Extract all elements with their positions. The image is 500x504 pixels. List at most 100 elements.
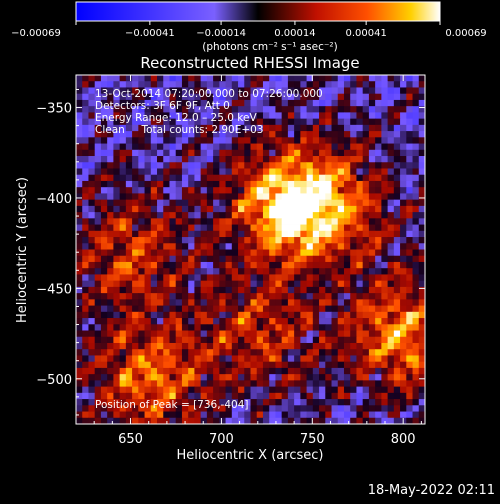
heatmap-pixel <box>169 224 177 232</box>
heatmap-pixel <box>231 230 239 238</box>
heatmap-pixel <box>312 199 320 207</box>
heatmap-pixel <box>238 411 245 419</box>
heatmap-pixel <box>393 417 401 424</box>
heatmap-pixel <box>107 99 114 107</box>
heatmap-pixel <box>107 374 114 381</box>
heatmap-pixel <box>219 355 226 363</box>
heatmap-pixel <box>100 87 108 95</box>
heatmap-pixel <box>400 330 407 338</box>
heatmap-pixel <box>119 299 127 306</box>
heatmap-pixel <box>194 212 202 219</box>
heatmap-pixel <box>88 311 96 319</box>
heatmap-pixel <box>287 124 295 132</box>
heatmap-pixel <box>325 131 332 138</box>
heatmap-pixel <box>368 224 376 232</box>
heatmap-pixel <box>319 392 326 400</box>
heatmap-pixel <box>206 243 214 250</box>
heatmap-pixel <box>381 243 389 250</box>
heatmap-pixel <box>262 87 270 95</box>
heatmap-pixel <box>132 106 139 113</box>
heatmap-pixel <box>163 286 170 294</box>
heatmap-pixel <box>275 318 283 325</box>
heatmap-pixel <box>287 237 295 244</box>
heatmap-pixel <box>337 124 345 132</box>
heatmap-pixel <box>225 230 233 238</box>
heatmap-pixel <box>113 162 121 169</box>
heatmap-pixel <box>200 349 208 356</box>
heatmap-pixel <box>312 187 320 194</box>
heatmap-pixel <box>262 180 270 188</box>
heatmap-pixel <box>412 174 420 182</box>
heatmap-pixel <box>362 143 370 151</box>
heatmap-pixel <box>262 118 270 126</box>
heatmap-pixel <box>231 205 239 213</box>
heatmap-pixel <box>375 268 382 275</box>
heatmap-pixel <box>88 212 96 219</box>
heatmap-pixel <box>412 149 420 157</box>
heatmap-pixel <box>319 118 326 126</box>
heatmap-pixel <box>393 261 401 269</box>
heatmap-pixel <box>281 243 289 250</box>
heatmap-pixel <box>213 118 220 126</box>
heatmap-pixel <box>200 330 208 338</box>
heatmap-pixel <box>144 131 152 138</box>
heatmap-pixel <box>163 280 170 288</box>
heatmap-pixel <box>219 149 226 157</box>
y-axis-ticks: −350−400−450−500 <box>36 88 425 416</box>
heatmap-pixel <box>381 99 389 107</box>
heatmap-pixel <box>88 156 96 163</box>
heatmap-pixel <box>231 99 239 107</box>
heatmap-pixel <box>181 112 189 120</box>
heatmap-pixel <box>200 87 208 95</box>
heatmap-pixel <box>144 355 152 363</box>
heatmap-pixel <box>194 268 202 275</box>
heatmap-pixel <box>150 305 158 313</box>
heatmap-pixel <box>381 405 389 412</box>
heatmap-pixel <box>238 143 245 151</box>
heatmap-pixel <box>262 361 270 369</box>
heatmap-pixel <box>281 237 289 244</box>
heatmap-pixel <box>294 318 301 325</box>
heatmap-pixel <box>94 367 102 375</box>
heatmap-pixel <box>238 342 245 350</box>
heatmap-pixel <box>312 342 320 350</box>
heatmap-pixel <box>100 324 108 331</box>
heatmap-pixel <box>125 87 133 95</box>
heatmap-pixel <box>194 93 202 101</box>
heatmap-pixel <box>256 149 264 157</box>
heatmap-pixel <box>300 318 307 325</box>
heatmap-pixel <box>244 174 251 182</box>
heatmap-pixel <box>194 168 202 176</box>
heatmap-pixel <box>125 180 133 188</box>
heatmap-pixel <box>181 224 189 232</box>
heatmap-pixel <box>393 274 401 282</box>
heatmap-pixel <box>381 156 389 163</box>
heatmap-pixel <box>194 156 202 163</box>
heatmap-pixel <box>418 224 425 232</box>
heatmap-pixel <box>88 268 96 275</box>
heatmap-pixel <box>238 137 245 144</box>
heatmap-pixel <box>107 330 114 338</box>
heatmap-pixel <box>350 330 357 338</box>
heatmap-pixel <box>368 399 376 406</box>
heatmap-pixel <box>343 137 351 144</box>
heatmap-pixel <box>337 93 345 101</box>
heatmap-pixel <box>343 324 351 331</box>
heatmap-pixel <box>175 218 183 225</box>
heatmap-pixel <box>400 224 407 232</box>
heatmap-pixel <box>325 405 332 412</box>
heatmap-pixel <box>206 180 214 188</box>
heatmap-pixel <box>200 156 208 163</box>
heatmap-pixel <box>250 174 258 182</box>
heatmap-pixel <box>256 118 264 126</box>
heatmap-pixel <box>181 205 189 213</box>
heatmap-pixel <box>406 99 413 107</box>
heatmap-pixel <box>125 75 133 82</box>
heatmap-pixel <box>343 237 351 244</box>
heatmap-pixel <box>275 268 283 275</box>
heatmap-pixel <box>387 268 395 275</box>
heatmap-pixel <box>400 324 407 331</box>
heatmap-pixel <box>88 249 96 257</box>
heatmap-pixel <box>206 224 214 232</box>
heatmap-pixel <box>125 268 133 275</box>
